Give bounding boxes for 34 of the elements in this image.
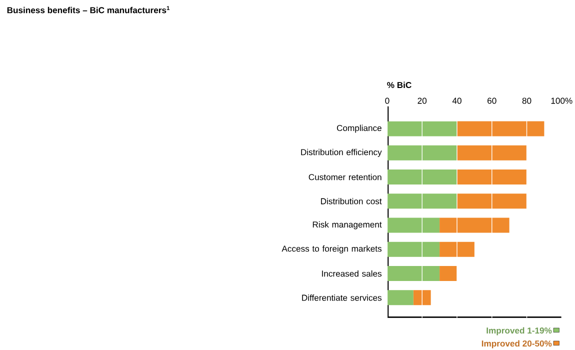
bar — [456, 121, 544, 136]
bar — [413, 290, 431, 305]
x-tick-label: 40 — [452, 98, 462, 104]
bar — [440, 218, 510, 233]
bar — [387, 266, 440, 281]
y-tick-label: Differentiate services — [302, 294, 382, 301]
x-tick-label: 20 — [418, 98, 427, 104]
bar — [440, 242, 474, 257]
bar — [387, 193, 457, 208]
bar — [387, 242, 440, 257]
bar — [387, 218, 440, 233]
bar — [440, 266, 457, 281]
y-tick-label: Risk management — [312, 221, 382, 230]
bar — [387, 145, 457, 160]
x-axis-title: % BiC — [387, 82, 412, 88]
bar — [456, 193, 527, 208]
bar — [456, 169, 527, 184]
x-tick-label: 0 — [385, 98, 390, 104]
y-tick-label: Customer retention — [308, 174, 382, 180]
text: Business benefits – BiC manufacturers$^{1}$ — [7, 6, 170, 14]
y-tick-label: Compliance — [336, 124, 382, 133]
y-tick-label: Distribution efficiency — [301, 148, 382, 157]
bar — [387, 121, 457, 136]
y-tick-label: Distribution cost — [321, 198, 382, 204]
legend-label: Improved 20-50% — [482, 340, 552, 348]
x-tick-label: 60 — [488, 98, 496, 104]
y-tick-label: Increased sales — [322, 270, 382, 276]
bar — [387, 290, 414, 305]
bar — [387, 169, 457, 184]
x-tick-label: 80 — [522, 98, 532, 104]
x-tick-label: 100% — [551, 98, 572, 104]
y-tick-label: Access to foreign markets — [282, 245, 382, 254]
bar — [456, 145, 527, 160]
legend-label: Improved 1-19% — [486, 327, 552, 336]
